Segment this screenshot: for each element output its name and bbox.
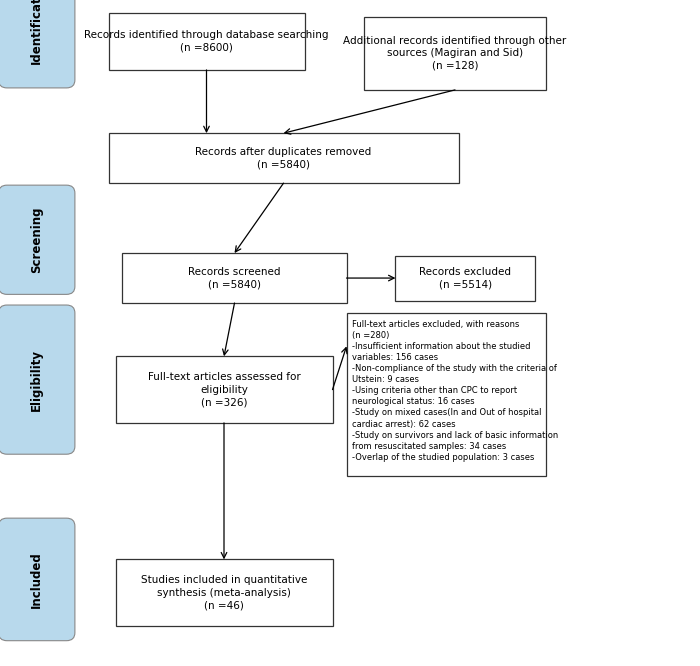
- Text: Included: Included: [30, 551, 43, 608]
- FancyBboxPatch shape: [0, 0, 75, 88]
- Text: Identification: Identification: [30, 0, 43, 65]
- FancyBboxPatch shape: [0, 185, 75, 294]
- FancyBboxPatch shape: [346, 313, 546, 476]
- Text: Records after duplicates removed
(n =5840): Records after duplicates removed (n =584…: [195, 147, 372, 169]
- FancyBboxPatch shape: [116, 356, 332, 423]
- Text: Records screened
(n =5840): Records screened (n =5840): [188, 267, 281, 289]
- FancyBboxPatch shape: [108, 13, 304, 70]
- Text: Eligibility: Eligibility: [30, 348, 43, 411]
- FancyBboxPatch shape: [364, 17, 546, 90]
- FancyBboxPatch shape: [116, 559, 332, 626]
- Text: Full-text articles assessed for
eligibility
(n =326): Full-text articles assessed for eligibil…: [148, 372, 300, 407]
- Text: Studies included in quantitative
synthesis (meta-analysis)
(n =46): Studies included in quantitative synthes…: [141, 575, 307, 610]
- FancyBboxPatch shape: [0, 305, 75, 454]
- FancyBboxPatch shape: [0, 518, 75, 641]
- Text: Screening: Screening: [30, 206, 43, 273]
- Text: Records identified through database searching
(n =8600): Records identified through database sear…: [84, 31, 329, 53]
- Text: Records excluded
(n =5514): Records excluded (n =5514): [419, 267, 512, 290]
- Text: Full-text articles excluded, with reasons
(n =280)
-Insufficient information abo: Full-text articles excluded, with reason…: [352, 320, 559, 462]
- Text: Additional records identified through other
sources (Magiran and Sid)
(n =128): Additional records identified through ot…: [344, 36, 566, 71]
- FancyBboxPatch shape: [122, 253, 346, 303]
- FancyBboxPatch shape: [395, 256, 536, 301]
- FancyBboxPatch shape: [108, 133, 458, 183]
